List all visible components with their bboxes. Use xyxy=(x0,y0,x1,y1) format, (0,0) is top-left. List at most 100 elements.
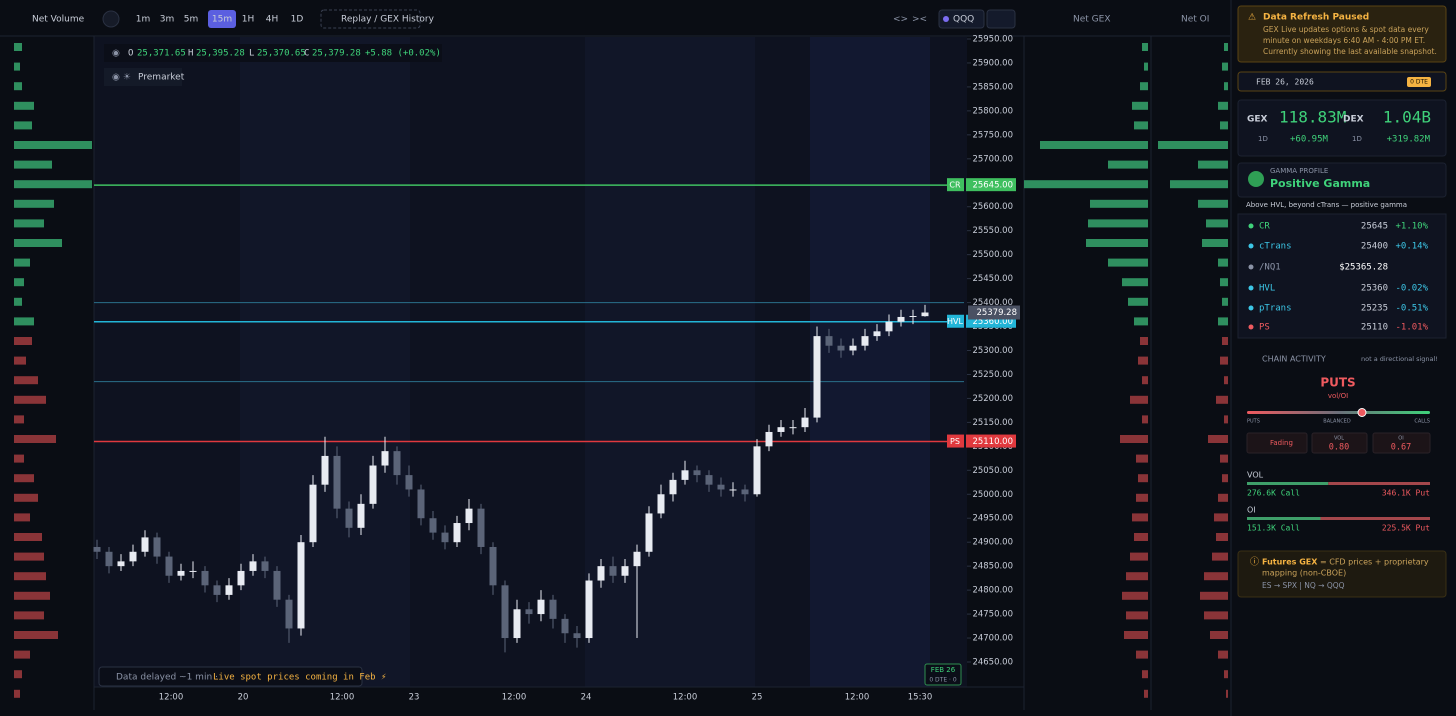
y-tick-label: 25300.00 xyxy=(972,346,1013,356)
net-gex-bar xyxy=(1128,297,1148,306)
dte-badge xyxy=(1407,77,1431,87)
candle-body xyxy=(561,618,569,634)
candle-body xyxy=(237,570,245,586)
net-gex-bar xyxy=(1108,258,1148,267)
palette-button[interactable] xyxy=(102,10,120,28)
net-volume-bar xyxy=(14,454,24,463)
trend-box xyxy=(1246,432,1308,454)
levels-box xyxy=(1237,213,1447,339)
candle-body xyxy=(465,508,473,524)
candle-body xyxy=(141,537,149,552)
y-tick-label: 24800.00 xyxy=(972,586,1013,596)
alert-title: Data Refresh Paused xyxy=(1263,13,1369,23)
chain-sub: vol/OI xyxy=(1328,392,1348,400)
net-gex-bar xyxy=(1108,160,1148,169)
timeframe-label: 1m xyxy=(136,15,151,25)
candle-body xyxy=(417,489,425,519)
gamma-icon xyxy=(1248,171,1264,187)
net-gex-bar xyxy=(1136,493,1148,502)
level-tag xyxy=(947,178,964,192)
call-bar xyxy=(1247,482,1329,485)
net-oi-bar xyxy=(1210,631,1228,639)
level-change: +1.10% xyxy=(1395,222,1428,232)
price-label: 25379.28 xyxy=(976,308,1017,318)
date-tag xyxy=(924,663,962,686)
net-oi-bar xyxy=(1224,82,1228,91)
level-value: 25360.00 xyxy=(972,317,1013,327)
net-gex-bar xyxy=(1136,650,1148,659)
net-oi-bar xyxy=(1198,199,1228,208)
net-volume-bar xyxy=(14,572,46,581)
net-gex-bar xyxy=(1130,395,1148,404)
timeframe-button[interactable] xyxy=(208,10,236,28)
net-volume-bar xyxy=(14,278,24,287)
ohlc-low: 25,370.65 xyxy=(257,49,306,59)
candle-body xyxy=(873,331,881,337)
net-oi-bar xyxy=(1220,121,1228,130)
dex-change: +319.82M xyxy=(1387,135,1431,145)
net-oi-bar xyxy=(1224,376,1228,385)
candle-body xyxy=(921,312,929,317)
net-volume-button[interactable]: Net Volume xyxy=(32,15,85,25)
replay-button[interactable] xyxy=(320,9,421,29)
net-volume-bar xyxy=(14,258,30,267)
candle-body xyxy=(357,503,365,528)
y-tick-label: 25900.00 xyxy=(972,58,1013,68)
net-gex-bar xyxy=(1086,239,1148,247)
net-volume-bar xyxy=(14,533,42,541)
x-tick-label: 24 xyxy=(581,693,592,703)
collapse-icon[interactable]: >< xyxy=(912,15,927,25)
level-name: /NQ1 xyxy=(1259,263,1281,273)
net-gex-bar xyxy=(1120,435,1148,443)
candle-body xyxy=(693,470,701,476)
call-label: 276.6K Call xyxy=(1247,489,1300,498)
net-gex-button[interactable]: Net GEX xyxy=(1073,15,1111,25)
candle-body xyxy=(285,599,293,629)
net-gex-bar xyxy=(1134,121,1148,130)
net-oi-bar xyxy=(1202,239,1228,247)
net-volume-bar xyxy=(14,337,32,345)
compare-button[interactable] xyxy=(986,9,1016,29)
ohlc-key: H xyxy=(188,49,193,59)
symbol-dot xyxy=(943,16,949,22)
y-tick-label: 25700.00 xyxy=(972,154,1013,164)
candle-body xyxy=(717,484,725,490)
net-oi-bar xyxy=(1218,493,1228,502)
net-gex-bar xyxy=(1126,611,1148,620)
candle-body xyxy=(657,494,665,514)
x-tick-label: 12:00 xyxy=(502,693,527,703)
y-tick-label: 25600.00 xyxy=(972,202,1013,212)
y-tick-label: 25150.00 xyxy=(972,418,1013,428)
symbol: QQQ xyxy=(953,15,974,25)
net-volume-bar xyxy=(14,180,92,189)
candle-body xyxy=(741,489,749,495)
timeframe-label: 15m xyxy=(212,15,232,25)
candle-body xyxy=(93,546,101,552)
net-gex-bar xyxy=(1142,415,1148,424)
put-label: 225.5K Put xyxy=(1382,524,1430,533)
symbol-select[interactable] xyxy=(938,9,985,29)
net-oi-bar xyxy=(1208,435,1228,443)
y-tick-label: 25050.00 xyxy=(972,466,1013,476)
level-change: -0.02% xyxy=(1395,284,1428,294)
eye-icon[interactable]: ◉ ☀ xyxy=(112,73,131,83)
eye-icon[interactable]: ◉ xyxy=(112,49,120,59)
premarket-box[interactable] xyxy=(104,68,182,86)
candle-body xyxy=(513,609,521,639)
y-tick-label: 25450.00 xyxy=(972,274,1013,284)
net-gex-bar xyxy=(1024,180,1148,189)
ohlc-close: 25,379.28 xyxy=(312,49,361,59)
net-volume-bar xyxy=(14,160,52,169)
level-price: $25365.28 xyxy=(1339,263,1388,273)
expand-icon[interactable]: <> xyxy=(893,15,908,25)
vol-ratio-box xyxy=(1311,432,1368,454)
dte: 0 DTE xyxy=(1410,79,1428,86)
net-oi-button[interactable]: Net OI xyxy=(1181,15,1209,25)
oi-ratio-key: OI xyxy=(1398,436,1403,442)
net-oi-bar xyxy=(1218,317,1228,326)
net-volume-bar xyxy=(14,689,20,698)
net-oi-bar xyxy=(1214,513,1228,522)
net-gex-bar xyxy=(1140,82,1148,91)
net-oi-bar xyxy=(1198,160,1228,169)
